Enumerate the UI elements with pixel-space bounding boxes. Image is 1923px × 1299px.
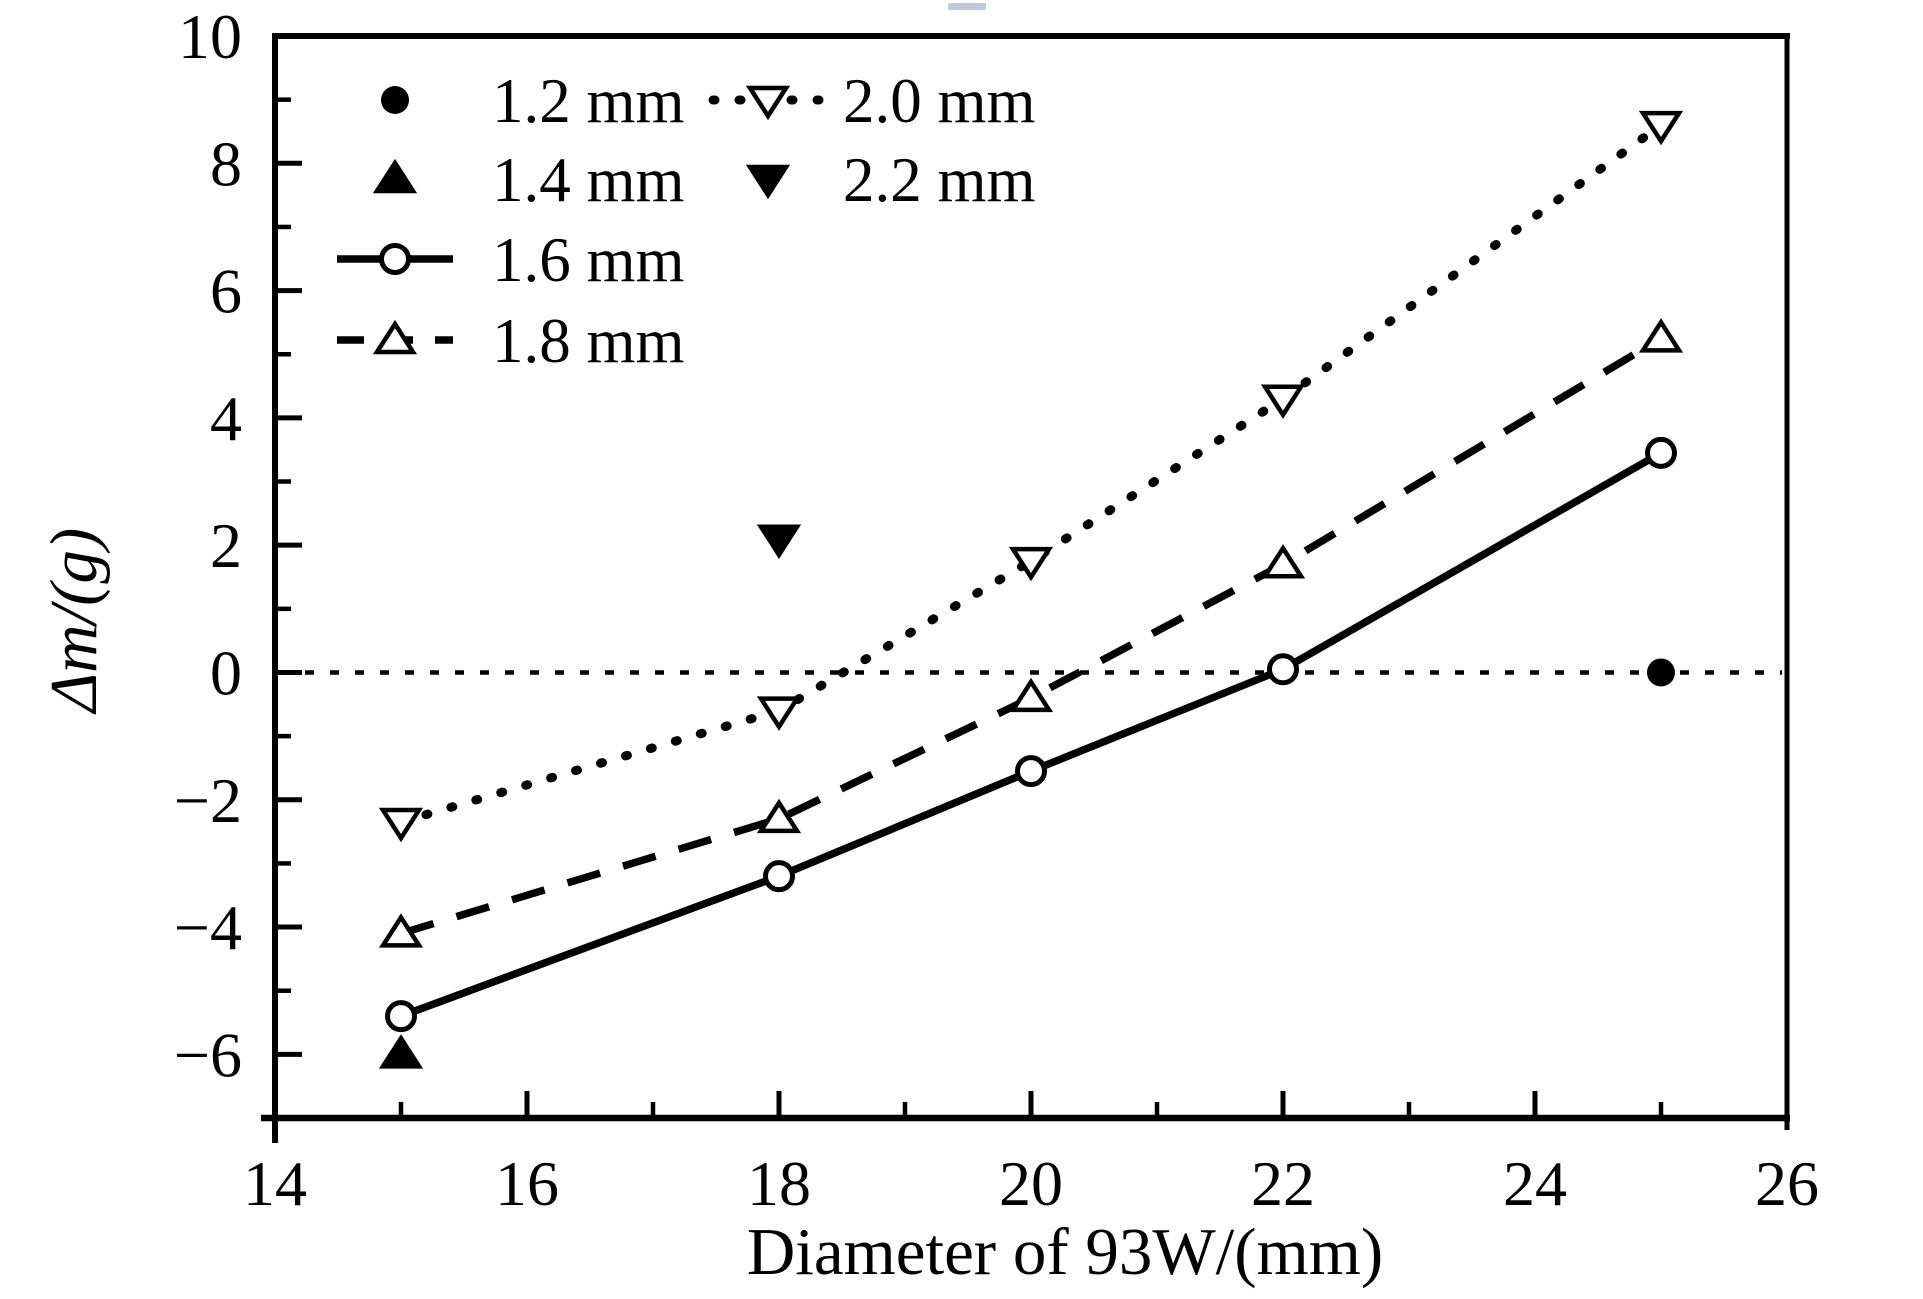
y-tick-label: 4: [210, 383, 242, 454]
legend-label-1-8-mm: 1.8 mm: [492, 306, 685, 376]
data-point-1-6-mm: [1015, 755, 1047, 788]
data-point-2-2-mm: [756, 524, 802, 559]
x-tick-label: 16: [495, 1148, 559, 1219]
x-tick-label: 18: [747, 1148, 811, 1219]
y-tick-label: 2: [210, 510, 242, 581]
series-line-2-0-mm: [396, 120, 1666, 827]
legend-marker-1-2-mm: [381, 86, 409, 114]
x-tick-label: 26: [1755, 1148, 1819, 1219]
y-tick-label: −6: [174, 1019, 242, 1090]
data-point-1-8-mm: [756, 798, 802, 834]
legend-label-2-0-mm: 2.0 mm: [843, 66, 1036, 136]
x-tick-label: 24: [1503, 1148, 1567, 1219]
y-tick-label: 10: [178, 1, 242, 72]
x-tick-label: 14: [243, 1148, 307, 1219]
legend-label-2-2-mm: 2.2 mm: [843, 145, 1036, 215]
legend-item-2-0-mm: 2.0 mm: [708, 66, 1036, 136]
series-line-1-6-mm: [399, 449, 1663, 1020]
data-point-2-0-mm: [1638, 110, 1684, 146]
legend-marker-2-0-mm: [745, 85, 791, 121]
data-point-1-8-mm: [1638, 318, 1684, 353]
data-point-2-0-mm: [756, 696, 802, 731]
data-point-1-2-mm: [1647, 658, 1675, 687]
legend-item-1-2-mm: 1.2 mm: [381, 66, 685, 136]
legend-item-1-8-mm: 1.8 mm: [337, 306, 685, 376]
data-point-1-6-mm: [763, 860, 795, 893]
data-point-1-4-mm: [378, 1034, 424, 1069]
legend-label-1-4-mm: 1.4 mm: [492, 145, 685, 215]
y-axis-title: Δm/(g): [37, 528, 111, 715]
data-point-1-8-mm: [1008, 677, 1054, 713]
y-tick-label: 0: [210, 637, 242, 708]
data-point-2-0-mm: [1260, 384, 1306, 419]
y-tick-label: 8: [210, 128, 242, 199]
data-point-1-6-mm: [1645, 436, 1677, 469]
y-tick-label: −2: [174, 765, 242, 836]
x-tick-label: 20: [999, 1148, 1063, 1219]
legend-label-1-6-mm: 1.6 mm: [492, 225, 685, 295]
data-point-1-8-mm: [378, 913, 424, 948]
x-axis-title: Diameter of 93W/(mm): [747, 1215, 1383, 1289]
legend-marker-1-6-mm: [379, 243, 411, 275]
y-tick-label: 6: [210, 256, 242, 327]
legend-marker-2-2-mm: [745, 164, 791, 200]
data-point-2-0-mm: [378, 807, 424, 843]
data-point-1-6-mm: [385, 1000, 417, 1033]
legend-item-1-4-mm: 1.4 mm: [372, 145, 685, 215]
plot-frame: [261, 33, 1790, 1143]
data-point-1-6-mm: [1267, 653, 1299, 686]
legend: 1.2 mm 1.4 mm 1.6 mm 1.8 mm 2.0 mm 2.2 mm: [337, 66, 1036, 376]
legend-item-1-6-mm: 1.6 mm: [337, 225, 685, 295]
legend-marker-1-4-mm: [372, 158, 418, 194]
x-tick-label: 22: [1251, 1148, 1315, 1219]
y-tick-label: −4: [174, 892, 242, 963]
series-line-1-8-mm: [399, 335, 1663, 938]
legend-marker-1-8-mm: [372, 319, 418, 355]
data-point-1-8-mm: [1260, 544, 1306, 579]
series-markers-layer: [378, 110, 1684, 1069]
legend-label-1-2-mm: 1.2 mm: [492, 66, 685, 136]
scan-artifact-mark: [948, 3, 986, 10]
legend-item-2-2-mm: 2.2 mm: [745, 145, 1036, 215]
data-point-2-0-mm: [1008, 546, 1054, 582]
